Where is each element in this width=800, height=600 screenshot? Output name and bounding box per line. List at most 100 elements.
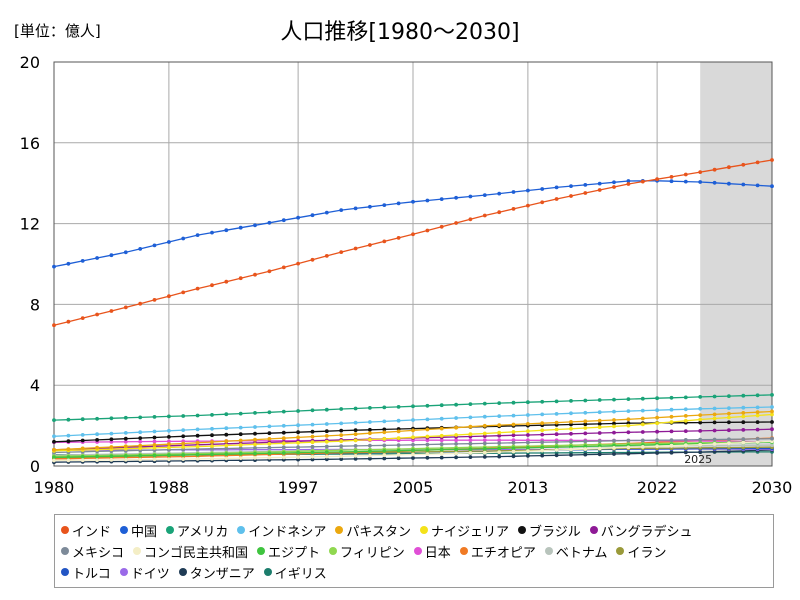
series-point (109, 431, 114, 436)
series-point (683, 438, 688, 442)
series-point (396, 405, 401, 409)
series-point (626, 451, 631, 456)
series-point (138, 453, 143, 458)
series-point (210, 446, 214, 451)
series-point (152, 457, 157, 462)
series-point (138, 247, 143, 251)
series-point (310, 440, 315, 445)
y-tick-label: 20 (20, 53, 40, 72)
series-point (468, 438, 473, 443)
series-point (511, 422, 516, 427)
y-tick-label: 12 (20, 215, 40, 234)
series-point (195, 440, 200, 445)
legend-label: 中国 (131, 524, 158, 540)
series-point (439, 451, 444, 456)
series-point (167, 428, 171, 433)
series-point (526, 445, 530, 450)
legend-item: 日本 (413, 542, 451, 561)
series-point (741, 162, 746, 167)
series-point (425, 452, 430, 456)
legend-row: トルコ ドイツ タンザニア イギリス (61, 562, 336, 582)
series-point (540, 448, 545, 453)
series-point (526, 203, 530, 208)
legend-item: メキシコ (61, 542, 124, 561)
series-point (353, 206, 358, 211)
series-point (253, 451, 257, 456)
series-point (109, 437, 114, 442)
series-point (569, 426, 573, 431)
series-point (712, 167, 717, 172)
series-point (167, 414, 171, 419)
legend-marker (420, 526, 429, 534)
series-point (511, 433, 516, 438)
series-point (224, 443, 229, 448)
series-point (80, 458, 85, 463)
legend-marker (544, 547, 553, 555)
series-point (224, 432, 229, 437)
series-point (181, 453, 186, 457)
series-point (267, 410, 272, 415)
series-point (741, 437, 746, 441)
series-point (540, 412, 545, 417)
series-point (310, 257, 315, 262)
series-point (167, 457, 171, 462)
series-point (253, 437, 257, 442)
series-point (741, 411, 746, 415)
series-point (382, 453, 387, 458)
series-point (597, 418, 602, 423)
series-point (727, 428, 731, 433)
series-point (167, 442, 171, 447)
series-point (123, 457, 128, 462)
series-point (569, 184, 573, 189)
series-point (612, 421, 616, 426)
series-point (152, 443, 157, 447)
series-point (411, 435, 415, 440)
series-point (296, 455, 300, 459)
x-tick-label: 1980 (34, 478, 75, 497)
series-point (439, 442, 444, 447)
series-point (698, 417, 703, 422)
series-point (138, 430, 143, 435)
series-point (755, 440, 760, 444)
series-point (698, 442, 703, 447)
legend-item: フィリピン (329, 542, 405, 561)
series-point (698, 170, 703, 175)
series-point (626, 430, 631, 435)
series-point (66, 433, 71, 438)
series-point (138, 439, 143, 444)
series-point (368, 449, 372, 454)
series-point (698, 450, 703, 454)
series-point (368, 420, 372, 424)
series-point (210, 426, 214, 431)
series-point (425, 403, 430, 408)
series-point (138, 457, 143, 462)
series-point (554, 420, 559, 425)
series-point (353, 444, 358, 448)
legend-marker (335, 526, 344, 534)
series-point (253, 456, 257, 460)
series-point (655, 429, 659, 434)
series-point (123, 431, 128, 435)
series-point (353, 457, 358, 461)
series-point (210, 452, 214, 457)
series-point (310, 444, 315, 449)
series-point (554, 448, 559, 452)
series-point (612, 418, 616, 422)
series-point (195, 427, 200, 432)
series-point (66, 417, 71, 422)
series-point (238, 443, 243, 447)
legend-label: エジプト (268, 545, 321, 561)
series-point (497, 423, 502, 428)
series-point (583, 398, 588, 403)
series-point (66, 261, 71, 266)
series-point (353, 246, 358, 251)
series-point (123, 454, 128, 458)
series-point (396, 429, 401, 434)
series-point (626, 423, 631, 428)
series-point (52, 458, 56, 463)
legend-marker (518, 526, 527, 534)
legend-marker (589, 526, 598, 534)
forecast-region (700, 62, 772, 466)
series-point (368, 456, 372, 461)
series-point (267, 455, 272, 460)
